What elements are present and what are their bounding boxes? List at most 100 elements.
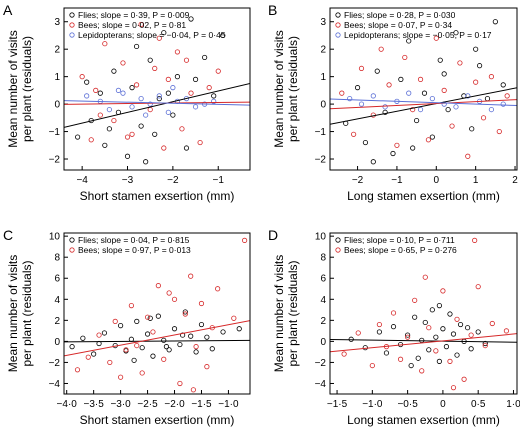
y-tick-label: 3: [54, 17, 60, 28]
point-flies: [165, 90, 171, 96]
point-flies: [419, 337, 425, 343]
x-tick-label: −4: [76, 175, 88, 186]
y-tick-label: 4: [320, 295, 326, 306]
point-lepidopterans: [156, 93, 162, 99]
x-axis-title: Short stamen exsertion (mm): [80, 413, 235, 427]
point-flies: [492, 19, 498, 25]
point-lepidopterans: [138, 96, 144, 102]
point-flies: [204, 334, 210, 340]
point-bees: [472, 237, 478, 243]
legend-label: Flies; slope = 0·10, P = 0·711: [344, 235, 455, 245]
y-axis-title-line: per plant (residuals): [20, 36, 34, 142]
point-bees: [138, 21, 144, 28]
panel-d: D −1·5 −1·0 −0·5 0 0·5 1·0 −4 −2 0 2 4 6 8 10 Flies; sl…: [268, 227, 520, 427]
point-bees: [440, 288, 446, 294]
data-points: [75, 16, 226, 165]
legend-marker: [335, 237, 341, 243]
point-flies: [457, 321, 464, 328]
point-flies: [436, 358, 442, 364]
point-flies: [177, 341, 183, 348]
y-tick-label: −1: [49, 127, 61, 138]
point-bees: [188, 273, 194, 279]
point-lepidopterans: [488, 106, 495, 113]
point-lepidopterans: [129, 104, 135, 110]
point-bees: [102, 41, 108, 47]
point-flies: [348, 336, 354, 342]
point-flies: [362, 345, 368, 351]
point-bees: [107, 359, 113, 366]
x-tick-label: −2: [352, 175, 364, 186]
point-flies: [406, 38, 412, 44]
point-flies: [362, 139, 369, 146]
point-bees: [351, 131, 357, 137]
legend-label: Flies; slope = 0·28, P = 0·030: [344, 10, 456, 20]
legend-marker: [69, 12, 75, 18]
point-flies: [69, 344, 75, 350]
point-flies: [138, 123, 144, 129]
point-bees: [447, 358, 453, 364]
point-bees: [426, 325, 432, 331]
point-bees: [79, 74, 85, 80]
point-flies: [193, 349, 199, 355]
y-tick-label: −2: [49, 358, 61, 369]
y-tick-label: 6: [320, 274, 326, 285]
y-tick-label: 6: [54, 274, 60, 285]
point-flies: [131, 357, 137, 363]
y-tick-label: 0: [54, 100, 60, 111]
legend-label: Flies; slope = 0·04, P = 0·815: [78, 235, 190, 245]
point-lepidopterans: [211, 98, 217, 104]
x-tick-label: −1·0: [362, 399, 383, 410]
point-flies: [188, 16, 194, 22]
x-tick-label: −3: [122, 175, 134, 186]
data-points: [341, 237, 510, 391]
legend-label: Lepidopterans; slope = −0·05, P = 0·17: [344, 30, 492, 40]
point-flies: [166, 347, 172, 353]
y-axis-title-line: Mean number of visits: [272, 30, 286, 147]
point-flies: [236, 326, 242, 332]
plot-frame: [329, 7, 518, 171]
legend-label: Bees; slope = 0·97, P = 0·013: [78, 245, 191, 255]
point-bees: [118, 374, 124, 380]
point-flies: [370, 159, 376, 165]
point-lepidopterans: [358, 101, 365, 107]
point-lepidopterans: [147, 101, 153, 107]
point-bees: [450, 385, 457, 391]
plot-frame: [63, 232, 251, 395]
legend-label: Lepidopterans; slope = −0·04, P = 0·45: [78, 30, 226, 40]
point-bees: [155, 283, 161, 289]
panel-letter: B: [268, 2, 277, 18]
point-flies: [398, 76, 404, 82]
point-bees: [144, 314, 151, 320]
point-flies: [97, 90, 103, 96]
point-bees: [417, 76, 424, 82]
point-lepidopterans: [453, 104, 459, 110]
legend-marker: [335, 12, 341, 18]
y-tick-label: 0: [320, 100, 326, 111]
point-flies: [426, 347, 432, 353]
point-bees: [496, 128, 502, 135]
point-bees: [397, 356, 404, 362]
point-bees: [171, 296, 178, 302]
point-bees: [231, 315, 237, 321]
point-bees: [488, 74, 495, 80]
legend-label: Bees; slope = 0·07, P = 0·34: [344, 20, 452, 30]
point-bees: [341, 351, 347, 357]
point-bees: [96, 332, 102, 338]
point-bees: [433, 35, 439, 41]
legend-marker: [69, 247, 75, 253]
data-points: [69, 237, 248, 393]
x-tick-label: −2: [167, 175, 179, 186]
y-axis-title-line: Mean number of visits: [6, 30, 20, 147]
y-tick-label: 2: [54, 316, 60, 327]
point-bees: [177, 380, 183, 387]
y-tick-label: −2: [49, 155, 61, 166]
legend-marker: [335, 32, 341, 38]
panel-letter: C: [3, 227, 13, 243]
point-flies: [390, 324, 397, 330]
point-bees: [475, 284, 481, 290]
data-points: [339, 19, 510, 165]
x-tick-label: −3·0: [110, 399, 131, 410]
point-bees: [376, 321, 382, 328]
point-bees: [339, 90, 345, 96]
